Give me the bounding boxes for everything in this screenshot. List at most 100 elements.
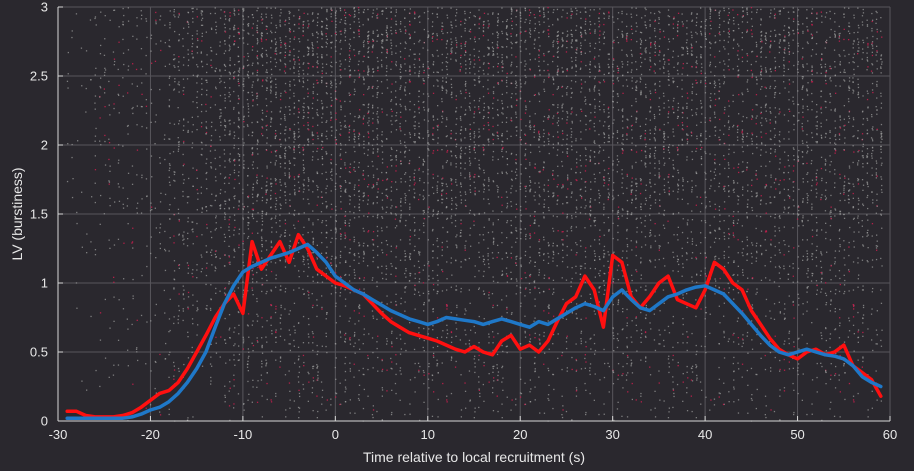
scatter-point bbox=[414, 31, 416, 33]
scatter-point bbox=[260, 250, 263, 252]
scatter-point bbox=[516, 130, 518, 132]
scatter-point bbox=[437, 7, 439, 9]
scatter-point bbox=[246, 124, 249, 126]
scatter-point bbox=[270, 324, 272, 326]
scatter-point bbox=[261, 35, 263, 37]
scatter-point bbox=[353, 31, 355, 33]
scatter-point bbox=[515, 116, 518, 119]
scatter-point bbox=[478, 159, 480, 161]
scatter-point bbox=[321, 135, 323, 137]
scatter-point bbox=[224, 50, 227, 52]
scatter-point bbox=[399, 50, 402, 53]
scatter-point bbox=[252, 209, 254, 212]
scatter-point bbox=[446, 17, 449, 19]
scatter-point bbox=[279, 138, 281, 141]
scatter-point bbox=[478, 9, 480, 11]
scatter-point bbox=[418, 106, 420, 108]
scatter-point bbox=[408, 132, 411, 134]
scatter-point bbox=[460, 47, 463, 50]
scatter-point bbox=[497, 124, 499, 126]
scatter-point bbox=[326, 351, 328, 354]
scatter-point bbox=[335, 302, 337, 304]
scatter-point bbox=[524, 288, 527, 290]
scatter-point bbox=[386, 36, 388, 38]
scatter-point bbox=[451, 274, 453, 276]
scatter-point bbox=[510, 35, 512, 37]
scatter-point bbox=[271, 246, 273, 248]
scatter-point bbox=[237, 78, 239, 80]
scatter-point bbox=[349, 239, 351, 241]
scatter-point bbox=[316, 99, 319, 101]
scatter-point bbox=[469, 63, 471, 65]
scatter-point bbox=[422, 63, 424, 65]
scatter-point bbox=[335, 50, 337, 52]
scatter-point bbox=[524, 330, 526, 333]
scatter-point bbox=[251, 287, 253, 289]
scatter-point bbox=[377, 155, 379, 157]
scatter-point bbox=[477, 175, 480, 177]
scatter-point bbox=[182, 239, 184, 241]
scatter-point bbox=[433, 192, 435, 195]
scatter-point bbox=[326, 19, 328, 21]
scatter-point bbox=[418, 136, 420, 138]
scatter-point bbox=[252, 344, 255, 347]
scatter-point bbox=[311, 231, 313, 233]
scatter-point bbox=[404, 156, 406, 158]
scatter-point bbox=[445, 161, 448, 164]
scatter-point bbox=[473, 146, 476, 148]
scatter-point bbox=[284, 191, 286, 193]
scatter-point bbox=[293, 133, 295, 135]
scatter-point bbox=[266, 177, 268, 179]
scatter-point bbox=[233, 248, 235, 250]
scatter-point bbox=[409, 253, 411, 255]
scatter-point bbox=[464, 22, 466, 24]
scatter-point bbox=[205, 245, 207, 247]
scatter-point bbox=[432, 55, 434, 57]
scatter-point bbox=[345, 401, 347, 403]
scatter-point bbox=[331, 126, 333, 128]
scatter-point bbox=[288, 54, 290, 56]
scatter-point bbox=[251, 208, 253, 210]
scatter-point bbox=[271, 182, 273, 185]
scatter-point bbox=[497, 186, 499, 188]
scatter-point bbox=[482, 144, 484, 146]
scatter-point bbox=[145, 20, 148, 22]
scatter-point bbox=[298, 190, 300, 192]
scatter-point bbox=[223, 149, 225, 151]
scatter-point bbox=[317, 138, 319, 140]
scatter-point bbox=[417, 362, 420, 364]
scatter-point bbox=[395, 23, 398, 26]
scatter-point bbox=[169, 204, 171, 206]
scatter-point bbox=[391, 341, 393, 343]
scatter-point bbox=[191, 53, 193, 55]
scatter-point bbox=[298, 173, 300, 176]
scatter-point bbox=[215, 352, 218, 354]
scatter-point bbox=[99, 117, 101, 119]
scatter-point bbox=[483, 55, 485, 57]
scatter-point bbox=[174, 180, 176, 182]
scatter-point bbox=[436, 240, 438, 242]
scatter-point bbox=[325, 207, 328, 209]
scatter-point bbox=[376, 182, 378, 184]
scatter-point bbox=[436, 38, 438, 41]
scatter-point bbox=[362, 245, 365, 247]
scatter-point bbox=[335, 257, 337, 259]
scatter-point bbox=[168, 209, 170, 211]
scatter-point bbox=[455, 44, 458, 46]
scatter-point bbox=[233, 407, 235, 409]
scatter-point bbox=[150, 252, 152, 255]
scatter-point bbox=[515, 293, 517, 295]
scatter-point bbox=[469, 28, 472, 31]
scatter-point bbox=[321, 117, 323, 119]
scatter-point bbox=[205, 206, 207, 208]
scatter-point bbox=[515, 16, 517, 18]
scatter-point bbox=[151, 206, 153, 208]
scatter-point bbox=[261, 245, 263, 248]
scatter-point bbox=[496, 395, 498, 397]
scatter-point bbox=[479, 111, 481, 114]
scatter-point bbox=[289, 113, 291, 115]
scatter-point bbox=[316, 82, 318, 84]
scatter-point bbox=[219, 115, 221, 118]
scatter-point bbox=[274, 206, 277, 208]
scatter-point bbox=[211, 205, 213, 207]
